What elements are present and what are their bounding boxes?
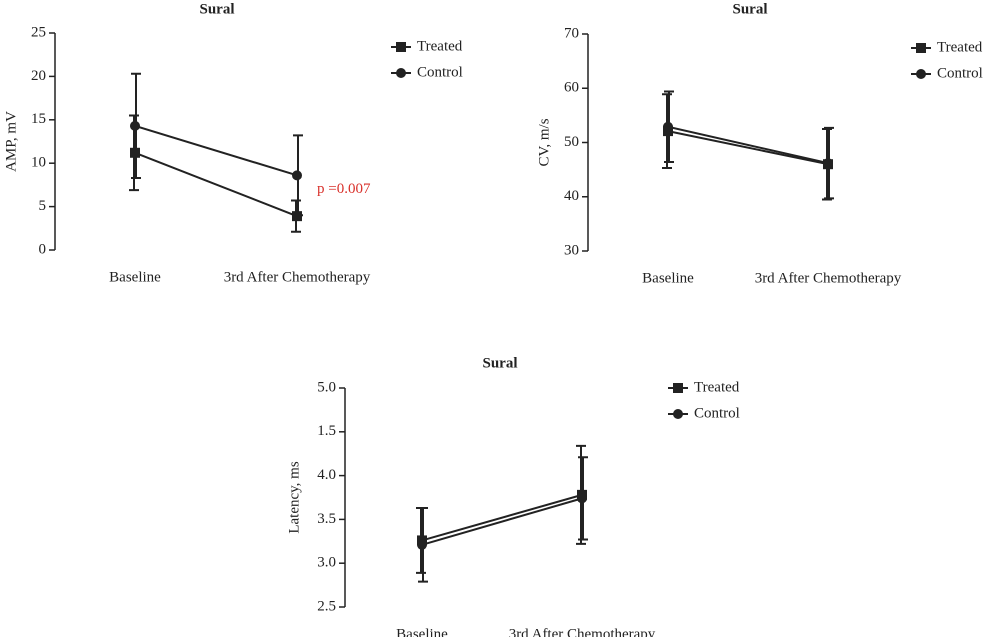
y-tick-label: 4.0 [317,467,336,483]
x-tick-label: 3rd After Chemotherapy [755,270,902,286]
legend-marker [673,409,683,419]
x-tick-label: Baseline [109,269,161,285]
legend-label: Control [417,64,463,80]
y-axis-label: Latency, ms [286,461,302,533]
legend-label: Control [937,65,983,81]
y-tick-label: 3.5 [317,511,336,527]
y-tick-label: 40 [564,188,579,204]
y-tick-label: 25 [31,24,46,40]
marker [130,120,140,131]
annotation: p =0.007 [317,181,371,197]
series-line [667,130,829,166]
y-tick-label: 2.5 [317,598,336,614]
y-tick-label: 3.0 [317,555,336,571]
series-line [134,151,298,218]
legend-label: Control [694,405,740,421]
series-line [421,497,583,546]
chart-title: Sural [482,355,517,371]
y-tick-label: 20 [31,68,46,84]
legend-marker [396,42,406,52]
marker [823,158,833,169]
x-tick-label: 3rd After Chemotherapy [224,269,371,285]
marker [663,121,673,132]
y-tick-label: 10 [31,155,46,171]
legend-label: Treated [937,39,983,55]
series-line [421,493,583,542]
marker [577,493,587,504]
y-tick-label: 60 [564,80,579,96]
legend-label: Treated [694,379,740,395]
y-tick-label: 30 [564,242,579,258]
y-tick-label: 5 [39,198,47,214]
y-tick-label: 0 [39,241,47,257]
chart-title: Sural [199,1,234,17]
y-tick-label: 70 [564,25,579,41]
y-tick-label: 15 [31,111,46,127]
y-tick-label: 5.0 [317,379,336,395]
y-tick-label: 50 [564,134,579,150]
marker [292,170,302,181]
series-line [134,124,298,177]
y-axis-label: AMP, mV [3,111,19,172]
x-tick-label: Baseline [396,626,448,637]
x-tick-label: Baseline [642,270,694,286]
x-tick-label: 3rd After Chemotherapy [509,626,656,637]
chart-title: Sural [732,1,767,17]
legend-marker [396,68,406,78]
series-line [667,125,829,165]
legend-marker [673,383,683,393]
y-axis-label: CV, m/s [536,118,552,166]
y-tick-label: 1.5 [317,423,336,439]
legend-label: Treated [417,38,463,54]
legend-marker [916,43,926,53]
marker [417,539,427,550]
legend-marker [916,69,926,79]
